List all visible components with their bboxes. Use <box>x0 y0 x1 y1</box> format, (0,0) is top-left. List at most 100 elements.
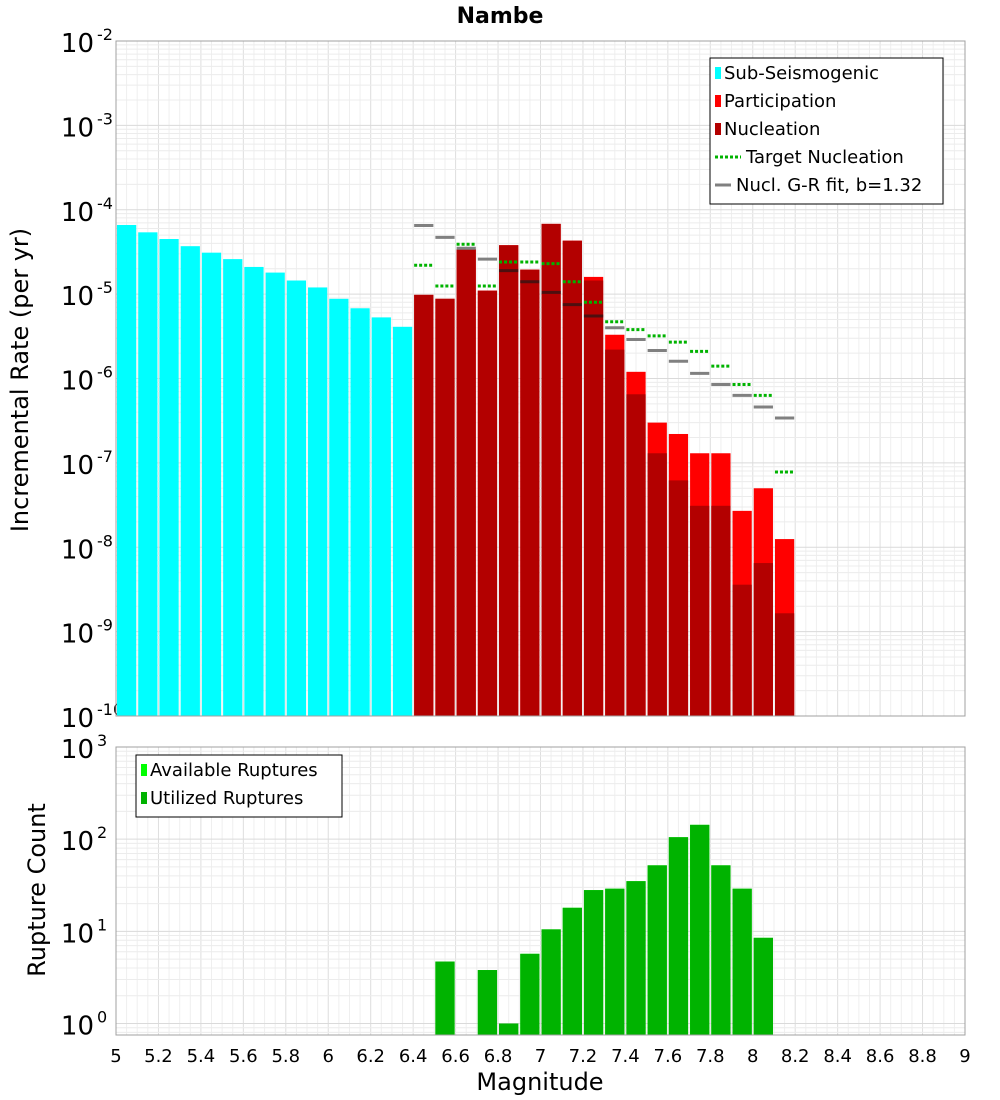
top-y-tick-label: 10 <box>61 198 94 228</box>
top-legend-swatch <box>715 123 721 135</box>
top-y-tick-exponent: -6 <box>97 363 113 382</box>
utilized-ruptures-bar <box>753 937 773 1035</box>
bottom-plot-border <box>115 746 966 1036</box>
x-tick-label: 7.2 <box>569 1046 598 1067</box>
top-y-tick-label: 10 <box>61 535 94 565</box>
sub-seismogenic-bar <box>201 252 222 716</box>
top-y-tick-exponent: -3 <box>97 109 113 128</box>
nucleation-bar <box>774 613 795 716</box>
utilized-ruptures-bar <box>668 837 689 1035</box>
x-tick-label: 8 <box>747 1046 758 1067</box>
bottom-y-tick-label: 10 <box>61 827 94 857</box>
top-legend-label: Target Nucleation <box>745 147 904 168</box>
chart-title: Nambe <box>457 4 544 29</box>
bottom-y-tick-label: 10 <box>61 1011 94 1041</box>
bottom-y-tick-exponent: 3 <box>97 731 107 750</box>
top-y-tick-label: 10 <box>61 451 94 481</box>
x-tick-label: 6.4 <box>399 1046 428 1067</box>
top-legend-label: Nucl. G-R fit, b=1.32 <box>736 175 922 196</box>
top-y-tick-label: 10 <box>61 704 94 734</box>
x-tick-label: 7.4 <box>611 1046 640 1067</box>
utilized-ruptures-bar <box>732 888 752 1035</box>
x-tick-label: 5 <box>110 1046 121 1067</box>
bottom-y-tick-label: 10 <box>61 919 94 949</box>
nucleation-bar <box>711 505 731 716</box>
x-tick-label: 6 <box>323 1046 334 1067</box>
bottom-y-tick-label: 10 <box>61 735 94 765</box>
nucleation-bar <box>499 245 519 717</box>
top-legend-label: Nucleation <box>724 119 820 140</box>
nucleation-bar <box>753 563 773 716</box>
nucleation-bar <box>456 249 476 716</box>
top-legend-label: Sub-Seismogenic <box>724 63 879 84</box>
bottom-y-tick-exponent: 0 <box>97 1007 107 1026</box>
sub-seismogenic-bar <box>350 308 370 716</box>
bottom-legend-label: Utilized Ruptures <box>150 788 303 809</box>
top-y-axis-title: Incremental Rate (per yr) <box>6 228 34 532</box>
x-tick-label: 8.4 <box>823 1046 852 1067</box>
x-tick-label: 6.2 <box>356 1046 385 1067</box>
x-tick-label: 9 <box>959 1046 970 1067</box>
top-plot-border <box>115 40 966 717</box>
top-y-tick-label: 10 <box>61 113 94 143</box>
bottom-y-tick-exponent: 1 <box>97 915 107 934</box>
top-y-tick-label: 10 <box>61 29 94 59</box>
top-y-tick-exponent: -7 <box>97 447 113 466</box>
top-y-tick-label: 10 <box>61 367 94 397</box>
x-tick-label: 5.8 <box>271 1046 300 1067</box>
utilized-ruptures-bar <box>520 953 540 1035</box>
sub-seismogenic-bar <box>308 287 328 716</box>
nucleation-bar <box>605 349 625 716</box>
top-y-tick-exponent: -4 <box>97 194 113 213</box>
sub-seismogenic-bar <box>138 232 158 716</box>
sub-seismogenic-bar <box>180 246 200 716</box>
top-y-tick-exponent: -9 <box>97 616 113 635</box>
nucleation-bar <box>541 223 561 716</box>
bottom-legend-label: Available Ruptures <box>150 760 318 781</box>
utilized-ruptures-bar <box>541 929 561 1035</box>
x-tick-label: 8.8 <box>908 1046 937 1067</box>
nucleation-bar <box>520 269 540 716</box>
nucleation-bar <box>562 240 582 717</box>
bottom-plot: 10 010 110 210 35 5.2 5.4 5.6 5.8 6 6.2 6.4 6.6 6.8 7 7… <box>61 731 971 1067</box>
top-y-tick-exponent: -10 <box>97 700 123 719</box>
top-y-tick-label: 10 <box>61 620 94 650</box>
utilized-ruptures-bar <box>562 907 582 1035</box>
sub-seismogenic-bar <box>371 317 391 716</box>
bottom-y-axis-title: Rupture Count <box>23 803 51 977</box>
utilized-ruptures-bar <box>435 961 455 1035</box>
nucleation-bar <box>583 280 604 716</box>
utilized-ruptures-bar <box>605 888 625 1035</box>
top-legend-label: Participation <box>724 91 836 112</box>
top-legend-box <box>709 57 944 205</box>
x-tick-label: 7.6 <box>654 1046 683 1067</box>
sub-seismogenic-bar <box>159 239 179 716</box>
bottom-legend-box <box>135 754 343 818</box>
top-y-tick-exponent: -5 <box>97 278 113 297</box>
x-tick-label: 5.2 <box>144 1046 173 1067</box>
utilized-ruptures-bar <box>499 1023 519 1035</box>
nucleation-bar <box>626 394 646 716</box>
nucleation-bar <box>732 584 752 716</box>
x-tick-label: 5.4 <box>187 1046 216 1067</box>
nucleation-bar <box>435 298 455 716</box>
top-y-tick-label: 10 <box>61 282 94 312</box>
x-tick-label: 8.6 <box>866 1046 895 1067</box>
utilized-ruptures-bar <box>711 865 731 1035</box>
utilized-ruptures-bar <box>626 881 646 1035</box>
top-y-tick-exponent: -2 <box>97 25 113 44</box>
x-axis-title: Magnitude <box>476 1068 603 1096</box>
utilized-ruptures-bar <box>477 970 498 1035</box>
sub-seismogenic-bar <box>117 224 137 716</box>
x-tick-label: 7 <box>535 1046 546 1067</box>
bottom-legend-swatch <box>141 792 147 804</box>
nucleation-bar <box>668 480 689 716</box>
sub-seismogenic-bar <box>223 259 243 716</box>
nucleation-bar <box>414 294 434 716</box>
sub-seismogenic-bar <box>286 280 307 716</box>
sub-seismogenic-bar <box>329 298 349 716</box>
nucleation-bar <box>647 453 667 716</box>
top-legend-swatch <box>715 95 721 107</box>
